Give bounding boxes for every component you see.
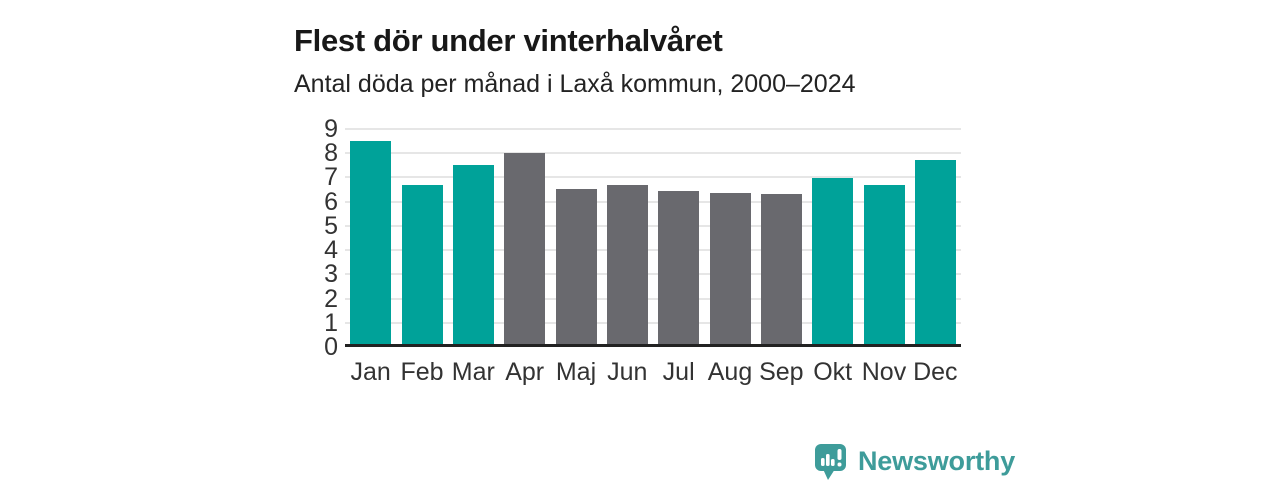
- gridline-y8: [345, 152, 961, 155]
- gridline-y9: [345, 128, 961, 130]
- gridline-y4: [345, 249, 961, 252]
- y-tick-2: 2: [324, 284, 338, 313]
- x-tick-aug: Aug: [707, 358, 753, 386]
- y-tick-6: 6: [324, 187, 338, 216]
- bar-jul: [658, 191, 700, 344]
- newsworthy-speech-bubble-chart-icon: [814, 443, 848, 480]
- bar-sep: [760, 194, 802, 344]
- x-tick-okt: Okt: [813, 358, 853, 386]
- chart-subtitle: Antal döda per månad i Laxå kommun, 2000…: [294, 70, 856, 98]
- bar-chart-plot-area: [345, 128, 961, 347]
- bar-apr: [504, 153, 546, 344]
- bar-okt: [812, 178, 854, 344]
- y-tick-4: 4: [324, 236, 338, 265]
- gridline-y2: [345, 297, 961, 300]
- x-tick-nov: Nov: [861, 358, 907, 386]
- y-tick-5: 5: [324, 211, 338, 240]
- bar-feb: [401, 185, 443, 344]
- gridline-y6: [345, 200, 961, 203]
- bar-dec: [914, 160, 956, 344]
- bar-jun: [606, 185, 648, 344]
- gridline-y3: [345, 273, 961, 276]
- x-tick-jun: Jun: [607, 358, 648, 386]
- y-tick-3: 3: [324, 260, 338, 289]
- bar-jan: [350, 141, 392, 344]
- y-tick-1: 1: [324, 308, 338, 337]
- gridline-y5: [345, 224, 961, 227]
- x-tick-apr: Apr: [505, 358, 545, 386]
- gridline-y7: [345, 176, 961, 179]
- y-tick-9: 9: [324, 115, 338, 143]
- bar-aug: [709, 193, 751, 344]
- x-tick-sep: Sep: [759, 358, 804, 386]
- chart-title: Flest dör under vinterhalvåret: [294, 22, 723, 58]
- x-tick-maj: Maj: [555, 358, 597, 386]
- brand-name: Newsworthy: [858, 446, 1016, 476]
- y-tick-7: 7: [324, 163, 338, 192]
- bar-nov: [863, 185, 905, 344]
- newsworthy-logo: Newsworthy: [814, 443, 1015, 480]
- x-tick-mar: Mar: [451, 358, 495, 386]
- x-tick-jan: Jan: [350, 358, 391, 386]
- y-tick-0: 0: [324, 333, 338, 361]
- y-tick-8: 8: [324, 139, 338, 168]
- x-tick-dec: Dec: [913, 358, 958, 386]
- x-tick-jul: Jul: [662, 358, 695, 386]
- bar-maj: [555, 189, 597, 344]
- gridline-y1: [345, 321, 961, 324]
- bar-mar: [452, 165, 494, 344]
- x-tick-feb: Feb: [400, 358, 444, 386]
